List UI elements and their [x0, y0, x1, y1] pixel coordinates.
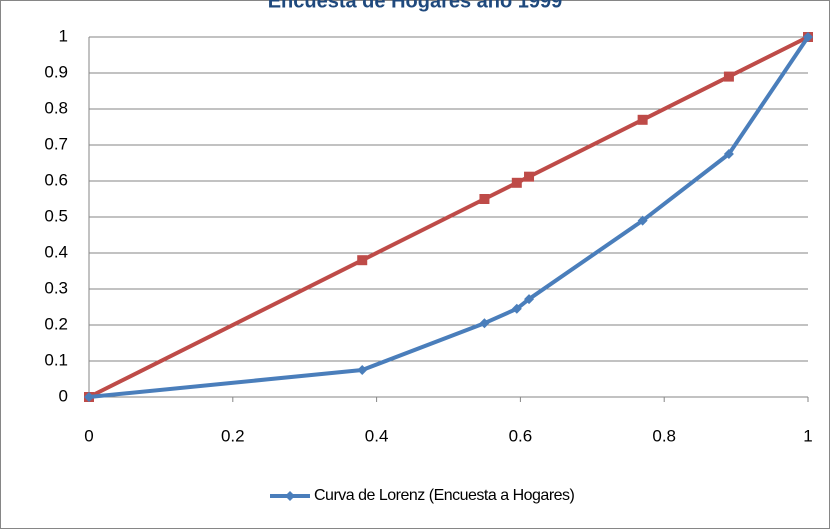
- x-tick-label: 1: [803, 426, 812, 445]
- y-tick-label: 0.1: [44, 350, 68, 369]
- marker: [511, 177, 522, 188]
- y-tick-label: 0.6: [44, 170, 68, 189]
- y-tick-label: 0.2: [44, 314, 68, 333]
- y-tick-label: 0.7: [44, 134, 68, 153]
- x-tick-label: 0.4: [365, 426, 389, 445]
- marker: [723, 71, 734, 82]
- marker: [357, 365, 368, 375]
- series-line: [88, 35, 810, 399]
- marker: [357, 255, 368, 266]
- marker: [524, 294, 535, 305]
- y-tick-label: 0: [59, 386, 68, 405]
- x-tick-label: 0.8: [652, 426, 676, 445]
- marker: [637, 114, 648, 125]
- y-tick-label: 0.3: [44, 278, 68, 297]
- y-tick-label: 0.4: [44, 242, 68, 261]
- marker: [637, 215, 648, 226]
- marker: [511, 303, 522, 314]
- marker: [479, 194, 490, 204]
- y-tick-label: 0.8: [44, 98, 68, 117]
- marker: [84, 392, 94, 402]
- marker: [479, 318, 490, 329]
- marker: [285, 491, 295, 501]
- chart-title: Encuesta de Hogares año 1999: [268, 0, 563, 12]
- x-tick-label: 0: [84, 426, 93, 445]
- marker: [723, 149, 734, 159]
- y-tick-label: 0.5: [44, 206, 68, 225]
- series-line: [88, 35, 809, 399]
- y-tick-label: 0.9: [44, 62, 68, 81]
- marker: [524, 171, 535, 182]
- x-tick-label: 0.6: [509, 426, 533, 445]
- y-tick-label: 1: [59, 26, 68, 45]
- legend-label: Curva de Lorenz (Encuesta a Hogares): [314, 487, 575, 504]
- x-tick-label: 0.2: [221, 426, 245, 445]
- marker: [803, 32, 813, 42]
